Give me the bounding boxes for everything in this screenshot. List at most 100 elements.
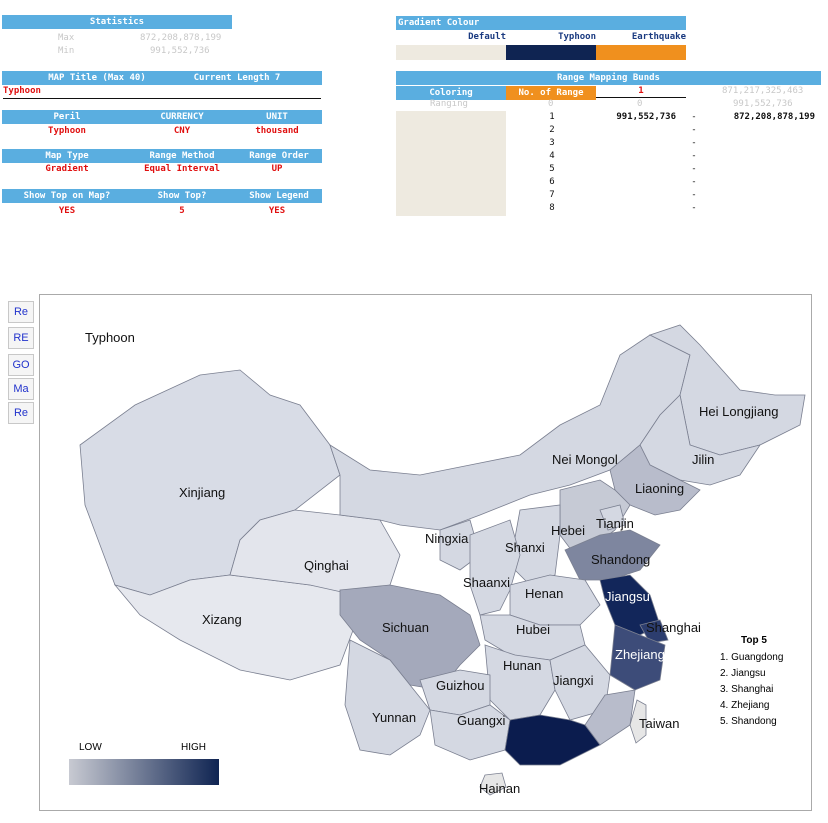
label-hubei: Hubei <box>516 622 550 637</box>
range-row-to: 872,208,878,199 <box>733 112 815 122</box>
map-title-header: MAP Title (Max 40) Current Length 7 <box>2 71 322 85</box>
side-button-2[interactable]: RE <box>8 327 34 349</box>
label-zhejiang: Zhejiang <box>615 647 665 662</box>
range-row-number: 7 <box>549 190 555 200</box>
label-sichuan: Sichuan <box>382 620 429 635</box>
stat-max-value: 872,208,878,199 <box>140 33 222 43</box>
unit-value[interactable]: thousand <box>255 126 299 136</box>
label-tianjin: Tianjin <box>596 516 634 531</box>
gradient-default-swatch[interactable] <box>396 45 506 60</box>
show-top-value[interactable]: 5 <box>179 206 185 216</box>
coloring-swatch-area <box>396 111 506 216</box>
statistics-header: Statistics <box>2 15 232 29</box>
province-tianjin[interactable] <box>599 504 626 531</box>
range-top-value: 871,217,325,463 <box>722 86 804 96</box>
label-guizhou: Guizhou <box>436 678 484 693</box>
gradient-colour-header: Gradient Colour <box>396 16 686 30</box>
label-liaoning: Liaoning <box>635 481 684 496</box>
range-order-value[interactable]: UP <box>271 164 283 174</box>
side-button-4[interactable]: Ma <box>8 378 34 400</box>
show-legend-label: Show Legend <box>249 191 309 201</box>
label-neimongol: Nei Mongol <box>552 452 618 467</box>
range-row-dash: - <box>691 177 697 187</box>
coloring-header: Coloring <box>396 86 506 100</box>
stat-max-label: Max <box>58 33 75 43</box>
top5-item-3: 3. Shanghai <box>720 684 773 695</box>
gradient-colour-title: Gradient Colour <box>398 18 480 28</box>
range-mapping-header: Range Mapping Bunds <box>396 71 821 85</box>
label-jiangsu: Jiangsu <box>605 589 650 604</box>
range-mapping-title: Range Mapping Bunds <box>557 73 660 83</box>
peril-label: Peril <box>53 112 81 122</box>
no-of-range-value[interactable]: 1 <box>596 86 686 98</box>
range-row-number: 6 <box>549 177 555 187</box>
top5-title: Top 5 <box>741 635 767 646</box>
ranging-from: 0 <box>548 99 554 109</box>
province-fujian[interactable] <box>584 689 636 746</box>
currency-value[interactable]: CNY <box>173 126 191 136</box>
range-row-dash: - <box>691 190 697 200</box>
province-guangdong[interactable] <box>504 714 601 766</box>
province-shanghai[interactable] <box>639 619 669 644</box>
coloring-label: Coloring <box>429 88 473 98</box>
range-row-number: 1 <box>549 112 555 122</box>
side-button-3[interactable]: GO <box>8 354 34 376</box>
label-henan: Henan <box>525 586 563 601</box>
label-shanghai: Shanghai <box>646 620 701 635</box>
label-qinghai: Qinghai <box>304 558 349 573</box>
show-top-on-map-label: Show Top on Map? <box>23 191 111 201</box>
gradient-earthquake-swatch[interactable] <box>596 45 686 60</box>
range-order-label: Range Order <box>249 151 309 161</box>
gradient-earthquake-label[interactable]: Earthquake <box>631 32 686 42</box>
range-row-number: 3 <box>549 138 555 148</box>
ranging-right: 991,552,736 <box>733 99 793 109</box>
label-heilongjiang: Hei Longjiang <box>699 404 779 419</box>
stat-min-value: 991,552,736 <box>150 46 210 56</box>
gradient-typhoon-label[interactable]: Typhoon <box>558 32 596 42</box>
statistics-title: Statistics <box>89 17 145 27</box>
legend-high: HIGH <box>181 742 206 753</box>
label-guangxi: Guangxi <box>457 713 506 728</box>
peril-header: Peril CURRENCY UNIT <box>2 110 322 124</box>
range-row-number: 8 <box>549 203 555 213</box>
map-type-value[interactable]: Gradient <box>45 164 89 174</box>
show-top-label: Show Top? <box>157 191 207 201</box>
current-length-label: Current Length 7 <box>193 73 281 83</box>
label-taiwan: Taiwan <box>639 716 679 731</box>
province-hainan[interactable] <box>479 772 507 796</box>
label-jilin: Jilin <box>692 452 714 467</box>
currency-label: CURRENCY <box>160 112 204 122</box>
top5-item-5: 5. Shandong <box>720 716 777 727</box>
province-taiwan[interactable] <box>629 699 647 744</box>
label-xizang: Xizang <box>202 612 242 627</box>
province-shaanxi[interactable] <box>469 519 521 616</box>
province-hebei[interactable] <box>559 479 631 556</box>
map-panel: Typhoon Hei Longjiang Jilin Nei Mongol L… <box>39 294 812 811</box>
show-legend-value[interactable]: YES <box>268 206 286 216</box>
range-method-label: Range Method <box>149 151 215 161</box>
gradient-default-label[interactable]: Default <box>468 32 506 42</box>
label-jiangxi: Jiangxi <box>553 673 594 688</box>
peril-value[interactable]: Typhoon <box>48 126 86 136</box>
province-qinghai[interactable] <box>229 509 401 596</box>
map-title-input[interactable]: Typhoon <box>3 86 321 99</box>
ranging-to: 0 <box>637 99 643 109</box>
label-hainan: Hainan <box>479 781 520 796</box>
show-top-on-map-value[interactable]: YES <box>58 206 76 216</box>
label-shandong: Shandong <box>591 552 650 567</box>
gradient-typhoon-swatch[interactable] <box>506 45 596 60</box>
legend-gradient-bar <box>69 759 219 785</box>
province-hunan[interactable] <box>484 644 556 721</box>
china-map: Typhoon Hei Longjiang Jilin Nei Mongol L… <box>69 324 806 796</box>
no-of-range-header: No. of Range <box>506 86 596 100</box>
range-row-from: 991,552,736 <box>616 112 676 122</box>
top5-item-1: 1. Guangdong <box>720 652 783 663</box>
top5-item-4: 4. Zhejiang <box>720 700 769 711</box>
range-row-dash: - <box>691 151 697 161</box>
range-method-value[interactable]: Equal Interval <box>144 164 220 174</box>
side-button-1[interactable]: Re <box>8 301 34 323</box>
label-yunnan: Yunnan <box>372 710 416 725</box>
range-row-dash: - <box>691 164 697 174</box>
side-button-5[interactable]: Re <box>8 402 34 424</box>
province-yunnan[interactable] <box>344 639 431 756</box>
